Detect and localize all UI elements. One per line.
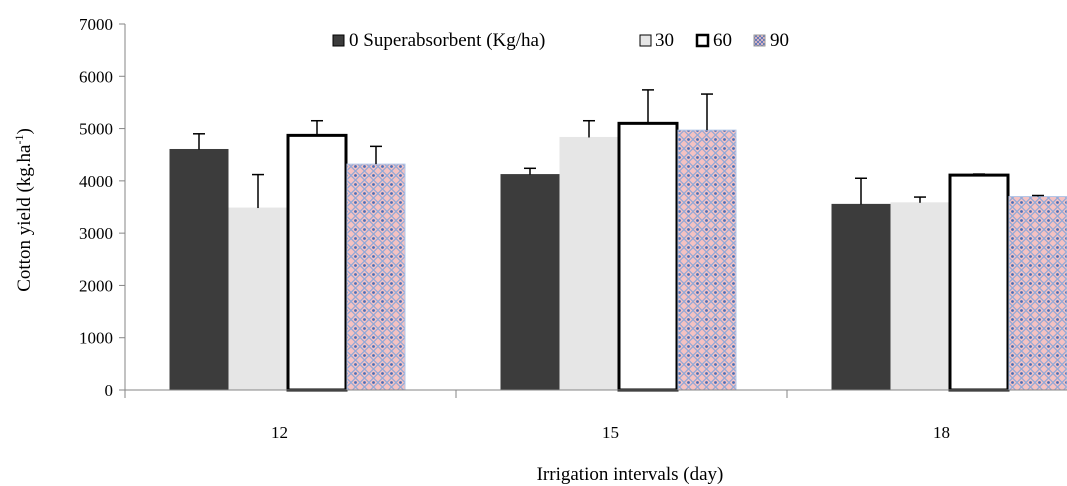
bar-3-0 <box>346 163 406 391</box>
bar-0-2 <box>831 203 891 391</box>
x-axis-title: Irrigation intervals (day) <box>537 464 724 485</box>
bar-3-1 <box>677 129 737 391</box>
bar-1-0 <box>228 207 288 391</box>
bar-3-2 <box>1008 196 1067 391</box>
bar-2-1 <box>617 121 679 392</box>
y-tick-label-0: 0 <box>105 381 114 400</box>
y-tick-label-2: 2000 <box>79 276 113 295</box>
x-tick-label-0: 12 <box>271 423 288 442</box>
legend-label-3: 90 <box>770 30 789 51</box>
legend-swatch-0 <box>332 34 345 47</box>
bar-0-0 <box>169 148 229 391</box>
legend-label-0: 0 Superabsorbent (Kg/ha) <box>349 30 545 51</box>
y-tick-label-4: 4000 <box>79 172 113 191</box>
legend-item-0: 0 Superabsorbent (Kg/ha) <box>332 30 545 51</box>
y-tick-label-3: 3000 <box>79 224 113 243</box>
x-tick-label-1: 15 <box>602 423 619 442</box>
plot-area <box>169 89 1067 392</box>
bar-2-0 <box>286 133 348 392</box>
y-tick-label-1: 1000 <box>79 329 113 348</box>
bar-0-1 <box>500 174 560 391</box>
bar-2-2 <box>948 173 1010 392</box>
bar-1-1 <box>559 136 619 391</box>
legend-label-2: 60 <box>713 30 732 51</box>
bar-1-2 <box>890 202 950 391</box>
x-tick-label-2: 18 <box>933 423 950 442</box>
y-axis-title-end: ) <box>14 128 35 134</box>
y-tick-label-6: 6000 <box>79 67 113 86</box>
legend-item-3: 90 <box>753 30 789 51</box>
y-axis-title-main: Cotton yield (kg.ha <box>14 144 35 292</box>
legend: 0 Superabsorbent (Kg/ha) 30 60 90 <box>332 30 789 51</box>
y-axis-title: Cotton yield (kg.ha-1) <box>12 128 35 292</box>
legend-label-1: 30 <box>655 30 674 51</box>
legend-swatch-2 <box>695 33 710 48</box>
legend-swatch-3 <box>753 34 766 47</box>
y-axis-title-superscript: -1 <box>12 135 26 145</box>
y-tick-label-7: 7000 <box>79 15 113 34</box>
legend-item-1: 30 <box>639 30 674 51</box>
legend-item-2: 60 <box>695 30 732 51</box>
axes: 0 1000 2000 3000 4000 5000 6000 7000 12 15 18 <box>79 15 1067 442</box>
y-tick-label-5: 5000 <box>79 120 113 139</box>
legend-swatch-1 <box>639 34 652 47</box>
